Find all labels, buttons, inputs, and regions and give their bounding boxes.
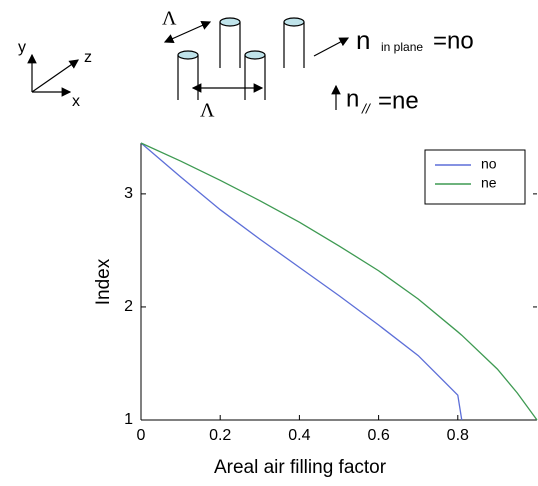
axis-label: x xyxy=(72,93,80,110)
axis-label: y xyxy=(18,39,26,56)
n-subscript: in plane xyxy=(381,40,423,54)
y-tick-label: 1 xyxy=(124,411,133,428)
legend: no ne xyxy=(424,149,526,205)
cylinder-top xyxy=(219,17,241,27)
n-label: n xyxy=(356,25,370,55)
lattice-label: Λ xyxy=(162,8,177,30)
cylinder-top xyxy=(244,50,266,60)
n-value: =no xyxy=(433,27,474,54)
n-value: =ne xyxy=(378,87,419,114)
diagram: y z x Λ Λ n in plane =no n // =ne xyxy=(18,8,474,122)
axis-arrow xyxy=(31,59,79,93)
series-line xyxy=(140,142,463,421)
series-line xyxy=(140,142,538,421)
x-tick-label: 0.2 xyxy=(209,427,231,444)
cylinder-top xyxy=(283,17,305,27)
x-axis-label: Areal air filling factor xyxy=(214,457,387,478)
legend-label: no xyxy=(481,156,497,172)
cylinder xyxy=(283,22,305,68)
cylinder xyxy=(244,55,266,100)
cylinder xyxy=(219,22,241,68)
lattice-arrow xyxy=(163,21,212,43)
cylinder-top xyxy=(177,50,199,60)
y-tick-label: 2 xyxy=(124,298,133,315)
x-tick-label: 0.4 xyxy=(288,427,310,444)
axis-label: z xyxy=(84,49,92,66)
x-tick-label: 0 xyxy=(137,427,146,444)
x-tick-label: 0.8 xyxy=(447,427,469,444)
n-subscript: // xyxy=(361,101,372,117)
y-axis-label: Index xyxy=(93,258,114,305)
n-label: n xyxy=(346,85,359,112)
n-arrow xyxy=(313,37,350,57)
legend-box xyxy=(424,149,526,205)
chart: Areal air filling factor Index 1 2 3 0 0.2 0.… xyxy=(93,142,538,478)
cylinder xyxy=(177,55,199,100)
x-tick-label: 0.6 xyxy=(367,427,389,444)
legend-label: ne xyxy=(481,175,497,191)
lattice-label: Λ xyxy=(200,100,215,122)
y-tick-label: 3 xyxy=(124,185,133,202)
